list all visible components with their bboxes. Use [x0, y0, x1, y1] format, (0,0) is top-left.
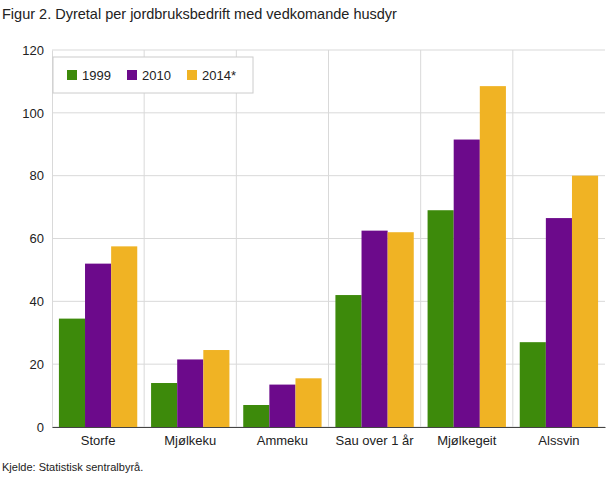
- legend-label: 1999: [82, 68, 111, 83]
- x-tick: Ammeku: [257, 427, 308, 448]
- x-axis-line: [53, 427, 606, 428]
- chart: Figur 2. Dyretal per jordbruksbedrift me…: [0, 0, 609, 487]
- category-separator: [236, 50, 237, 427]
- bar: [454, 140, 480, 427]
- bar: [151, 383, 177, 427]
- x-tick-label: Mjølkeku: [164, 433, 216, 448]
- y-tick: 120: [22, 43, 52, 58]
- bar: [243, 405, 269, 427]
- bar: [480, 86, 506, 427]
- y-tick: 0: [37, 420, 52, 435]
- y-tick-label: 40: [30, 294, 44, 309]
- y-tick-label: 100: [22, 105, 44, 120]
- plot: 0 20 40 60 80 100 120 Storfe Mjølkeku Ammeku Sau o…: [22, 43, 605, 449]
- bar: [546, 218, 572, 427]
- category-separator: [328, 50, 329, 427]
- y-tick-label: 80: [30, 168, 44, 183]
- bar: [59, 319, 85, 427]
- x-tick-label: Storfe: [81, 433, 116, 448]
- grid: [52, 50, 605, 427]
- x-tick-label: Mjølkegeit: [437, 433, 497, 448]
- x-tick: Alssvin: [538, 427, 579, 448]
- legend-swatch: [127, 70, 137, 80]
- y-axis: 0 20 40 60 80 100 120: [22, 43, 52, 435]
- x-tick-label: Alssvin: [538, 433, 579, 448]
- legend-label: 2010: [142, 68, 171, 83]
- source: Kjelde: Statistisk sentralbyrå.: [2, 461, 143, 473]
- bar: [335, 295, 361, 427]
- bar: [111, 246, 137, 427]
- bar: [269, 385, 295, 427]
- x-tick: Mjølkegeit: [437, 427, 497, 448]
- bars: [59, 86, 598, 427]
- category-separator: [144, 50, 145, 427]
- y-tick-label: 60: [30, 231, 44, 246]
- y-tick-label: 120: [22, 43, 44, 58]
- x-tick-label: Sau over 1 år: [336, 433, 415, 448]
- category-separator: [420, 50, 421, 427]
- y-tick: 20: [30, 357, 52, 372]
- legend-swatch: [67, 70, 77, 80]
- x-tick: Sau over 1 år: [336, 427, 415, 448]
- x-axis: Storfe Mjølkeku Ammeku Sau over 1 år Mjølkeg…: [53, 427, 606, 448]
- legend-box: [53, 57, 253, 93]
- legend-swatch: [187, 70, 197, 80]
- x-tick: Storfe: [81, 427, 116, 448]
- legend: 1999 2010 2014*: [53, 57, 253, 93]
- bar: [520, 342, 546, 427]
- y-tick: 40: [30, 294, 52, 309]
- y-tick: 100: [22, 105, 52, 120]
- title: Figur 2. Dyretal per jordbruksbedrift me…: [2, 6, 397, 22]
- y-tick: 80: [30, 168, 52, 183]
- y-tick-label: 20: [30, 357, 44, 372]
- x-tick-label: Ammeku: [257, 433, 308, 448]
- category-separator: [512, 50, 513, 427]
- y-tick: 60: [30, 231, 52, 246]
- bar: [572, 176, 598, 427]
- y-axis-line: [52, 51, 53, 428]
- bar: [203, 350, 229, 427]
- bar: [295, 378, 321, 427]
- y-tick-label: 0: [37, 420, 44, 435]
- legend-label: 2014*: [202, 68, 236, 83]
- bar: [388, 232, 414, 427]
- bar: [428, 210, 454, 427]
- x-tick: Mjølkeku: [164, 427, 216, 448]
- bar: [85, 264, 111, 427]
- bar: [177, 359, 203, 427]
- bar: [362, 231, 388, 427]
